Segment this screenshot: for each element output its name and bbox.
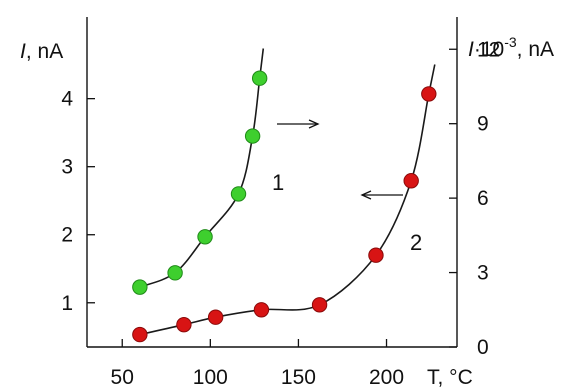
series-1-point [132, 279, 148, 295]
series-2-label: 2 [410, 230, 422, 255]
x-axis-ticks: 50 100 150 200 [111, 339, 404, 388]
series-2-point [421, 86, 437, 102]
series-2-point [403, 173, 419, 189]
y-left-axis-title: I, nA [20, 40, 63, 63]
x-tick-label: 200 [369, 366, 404, 388]
axis-arrows [277, 119, 403, 200]
series-1-point [167, 265, 183, 281]
fit-curves [134, 48, 436, 338]
y-right-axis-title-symbol: I [468, 38, 474, 61]
series-2-point [132, 326, 148, 343]
y-right-axis-title-exponent: -3 [504, 34, 517, 50]
y-left-axis-ticks: 1 2 3 4 [61, 88, 95, 315]
series-2-point [176, 316, 192, 333]
y-right-axis-ticks: 0 3 6 9 12 [449, 38, 500, 359]
series-2-point [207, 309, 224, 325]
y-right-tick-label: 0 [477, 336, 489, 359]
y-left-tick-label: 3 [61, 156, 73, 179]
y-right-tick-label: 12 [477, 38, 500, 61]
series-2-arrow-left-head [360, 190, 372, 200]
series-1-point [251, 70, 268, 86]
series-2-point [253, 302, 270, 318]
x-tick-label: 150 [281, 366, 316, 388]
series-1-arrow-right-head [308, 119, 320, 129]
series-1-point [230, 186, 247, 202]
y-right-tick-label: 3 [477, 262, 489, 285]
series-1-fit-curve [134, 48, 265, 290]
x-tick-label: 50 [111, 366, 134, 388]
y-left-tick-label: 2 [61, 224, 73, 247]
series-1-label: 1 [272, 170, 284, 195]
y-right-axis-title-multiplier: ·10 [474, 38, 504, 61]
series-2-point [368, 247, 384, 263]
y-left-tick-label: 4 [61, 88, 73, 111]
x-tick-label: 100 [193, 366, 228, 388]
y-left-axis-title-unit: , nA [26, 40, 63, 63]
series-2-fit-curve [134, 64, 436, 338]
axes [86, 17, 458, 348]
y-left-axis-title-symbol: I [20, 40, 26, 63]
x-axis-title: T, °C [427, 366, 473, 388]
series-1-point [197, 229, 213, 245]
y-left-tick-label: 1 [61, 292, 73, 315]
y-right-axis-title-unit: , nA [517, 38, 554, 61]
data-points [132, 70, 437, 343]
y-right-axis-title: I·10-3, nA [468, 34, 554, 61]
series-2-point [311, 297, 328, 313]
series-1-point [244, 128, 261, 144]
y-right-tick-label: 9 [477, 113, 489, 136]
y-right-tick-label: 6 [477, 187, 489, 210]
